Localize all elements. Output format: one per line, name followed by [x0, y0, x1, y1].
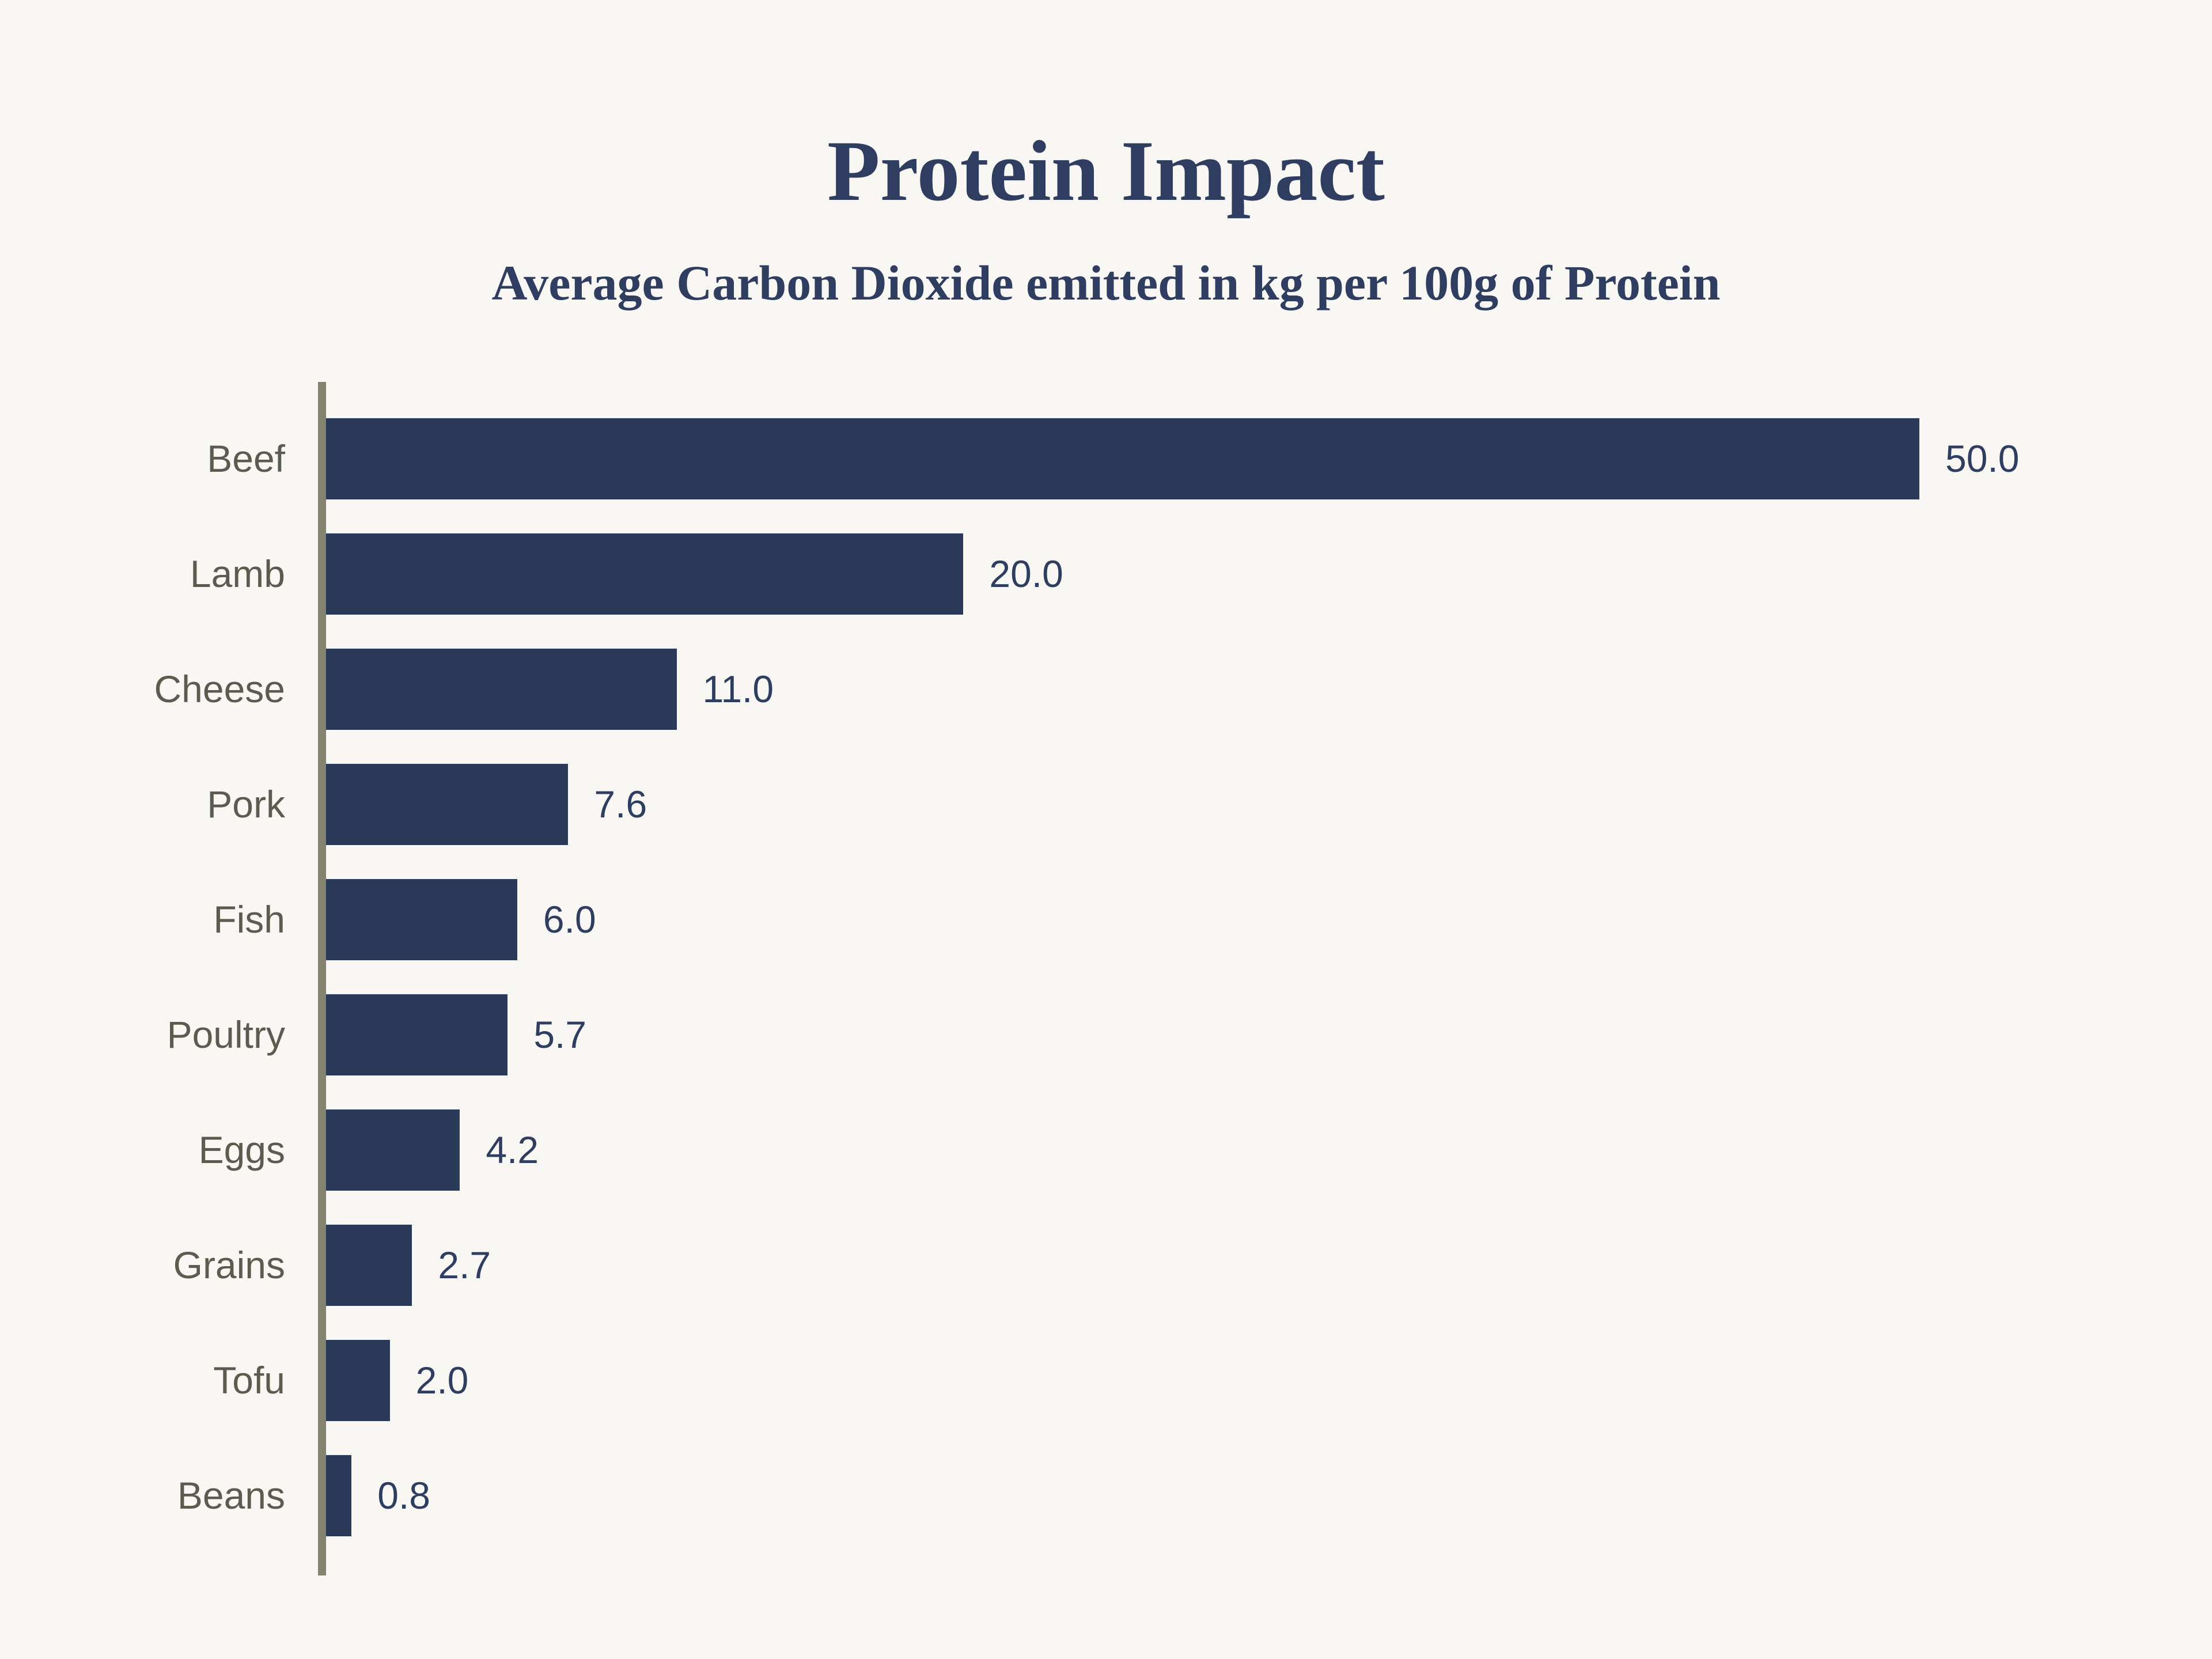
bar-chart: Beef 50.0 Lamb 20.0 Cheese 11.0 Pork 7.6… [0, 382, 2212, 1575]
bar-rows: Beef 50.0 Lamb 20.0 Cheese 11.0 Pork 7.6… [0, 401, 2212, 1553]
bar [326, 1455, 352, 1536]
bar-track: 5.7 [326, 977, 586, 1092]
bar-track: 2.7 [326, 1207, 491, 1323]
bar-track: 7.6 [326, 747, 647, 862]
bar-track: 11.0 [326, 631, 774, 747]
bar [326, 994, 508, 1075]
value-label: 6.0 [543, 898, 596, 941]
value-label: 0.8 [377, 1474, 430, 1517]
category-label: Fish [213, 898, 285, 941]
category-label: Beef [207, 437, 285, 480]
value-label: 2.7 [438, 1244, 491, 1286]
bar-track: 50.0 [326, 401, 2019, 516]
category-label: Eggs [198, 1128, 285, 1171]
bar-track: 6.0 [326, 862, 596, 977]
bar [326, 878, 517, 960]
bar [326, 648, 677, 730]
chart-title: Protein Impact [827, 123, 1385, 219]
bar-row: Eggs 4.2 [0, 1092, 2212, 1207]
chart-subtitle: Average Carbon Dioxide emitted in kg per… [491, 255, 1721, 310]
value-label: 2.0 [415, 1359, 469, 1402]
bar-row: Cheese 11.0 [0, 631, 2212, 747]
category-label: Lamb [190, 552, 285, 595]
bar-track: 2.0 [326, 1323, 468, 1438]
value-label: 4.2 [486, 1128, 539, 1171]
bar-track: 4.2 [326, 1092, 539, 1207]
value-label: 5.7 [533, 1013, 587, 1056]
value-label: 20.0 [989, 552, 1063, 595]
category-label: Poultry [166, 1013, 285, 1056]
bar-row: Lamb 20.0 [0, 516, 2212, 631]
category-label: Pork [207, 783, 285, 825]
bar-row: Tofu 2.0 [0, 1323, 2212, 1438]
value-label: 7.6 [594, 783, 647, 825]
bar [326, 533, 964, 615]
y-axis-line [318, 382, 326, 1575]
bar [326, 763, 569, 845]
bar [326, 1109, 460, 1191]
bar-track: 20.0 [326, 516, 1063, 631]
category-label: Grains [173, 1244, 285, 1286]
category-label: Beans [177, 1474, 285, 1517]
bar [326, 418, 1919, 499]
bar-row: Pork 7.6 [0, 747, 2212, 862]
bar-row: Beans 0.8 [0, 1438, 2212, 1553]
category-label: Cheese [154, 668, 286, 710]
category-label: Tofu [213, 1359, 285, 1402]
value-label: 11.0 [702, 668, 774, 710]
bar-row: Grains 2.7 [0, 1207, 2212, 1323]
bar-row: Beef 50.0 [0, 401, 2212, 516]
bar [326, 1224, 412, 1306]
bar-row: Fish 6.0 [0, 862, 2212, 977]
bar [326, 1339, 390, 1421]
bar-row: Poultry 5.7 [0, 977, 2212, 1092]
value-label: 50.0 [1945, 437, 2020, 480]
bar-track: 0.8 [326, 1438, 430, 1553]
